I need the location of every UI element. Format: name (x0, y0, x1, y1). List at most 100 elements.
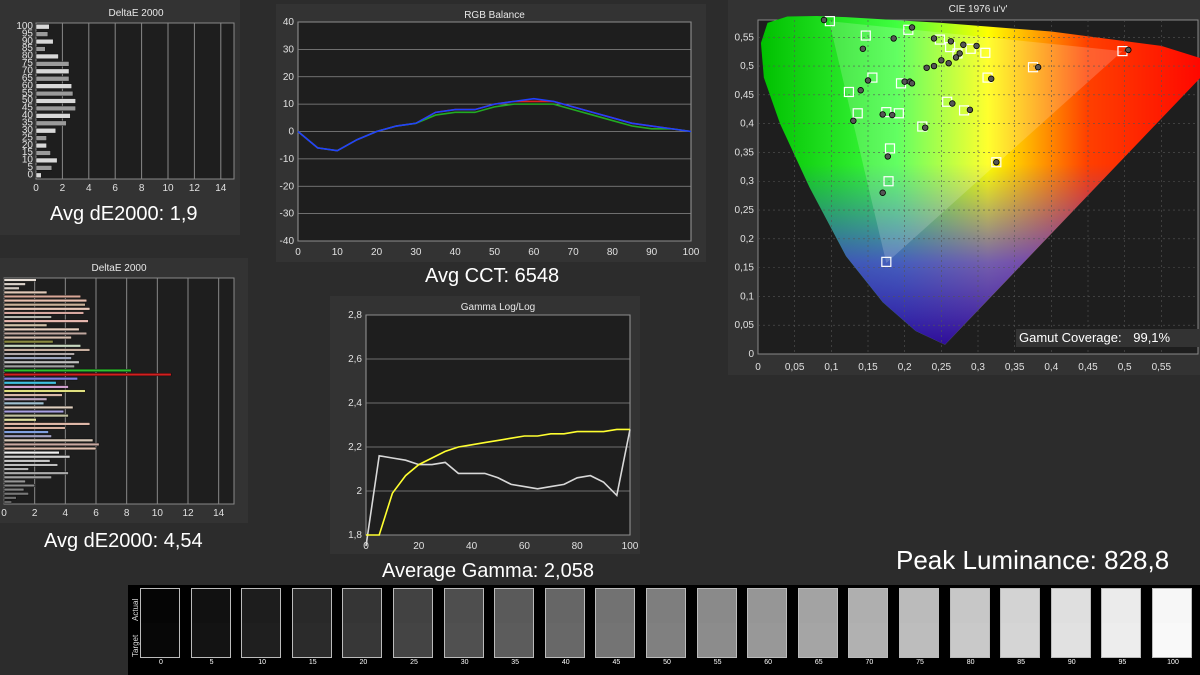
x-tick-label: 0,5 (1118, 362, 1132, 373)
de-bar (3, 294, 81, 299)
de-bar (3, 360, 80, 364)
x-tick-label: 0,1 (824, 362, 838, 373)
swatch-target (394, 623, 432, 657)
actual-marker (859, 45, 867, 52)
de-bar (3, 479, 26, 483)
actual-marker (908, 24, 916, 31)
y-tick-label: 10 (283, 99, 295, 110)
y-tick-label: 0,3 (740, 176, 754, 187)
swatch-target (950, 623, 989, 657)
swatch-box (595, 588, 636, 658)
target-marker (883, 176, 894, 187)
swatch-box (291, 588, 332, 658)
de-bar (3, 311, 84, 315)
actual-marker (879, 189, 886, 196)
de-bar (3, 356, 72, 360)
swatch-actual (748, 589, 787, 623)
x-tick-label: 0 (755, 362, 761, 373)
x-tick-label: 40 (466, 541, 478, 552)
strip-swatch: 65 (797, 588, 840, 666)
swatch-actual (849, 589, 888, 623)
de-bar (3, 500, 12, 504)
de-bar (35, 120, 67, 126)
actual-marker (930, 62, 938, 70)
actual-marker (1125, 46, 1132, 54)
de-bar (3, 368, 132, 372)
de-bar (35, 150, 51, 156)
y-tick-label: 35 (22, 118, 34, 129)
actual-marker (923, 64, 930, 71)
x-tick-label: 10 (332, 247, 344, 258)
de-bar (3, 442, 100, 446)
swatch-target (647, 623, 685, 657)
x-tick-label: 40 (450, 247, 462, 258)
actual-marker (889, 111, 896, 119)
de-bar (35, 135, 47, 141)
x-tick-label: 0,15 (858, 362, 878, 373)
x-tick-label: 10 (162, 183, 174, 194)
swatch-target (697, 623, 736, 657)
x-tick-label: 0 (1, 508, 7, 519)
swatch-actual (1102, 589, 1141, 623)
swatch-label: 60 (764, 659, 773, 666)
swatch-box (393, 588, 433, 658)
y-tick-label: 0 (27, 170, 33, 181)
actual-marker (850, 117, 857, 124)
y-tick-label: 60 (22, 80, 34, 91)
y-tick-label: 95 (22, 28, 34, 39)
y-tick-label: 2,4 (348, 398, 362, 409)
swatch-label: 35 (511, 659, 520, 666)
actual-marker (956, 50, 963, 57)
strip-swatch: 45 (595, 588, 637, 666)
swatch-target (1001, 623, 1040, 657)
de-bar (3, 405, 74, 409)
y-tick-label: 100 (16, 21, 33, 32)
de-bar (3, 492, 29, 496)
y-tick-label: -30 (280, 209, 295, 220)
x-tick-label: 0,3 (971, 362, 985, 373)
y-tick-label: 0 (288, 127, 294, 138)
swatch-target (900, 623, 938, 657)
swatch-label: 95 (1118, 659, 1127, 666)
de-bar (35, 31, 49, 37)
y-tick-label: 2,8 (348, 310, 362, 321)
de-bar (35, 76, 70, 82)
swatch-target (343, 623, 382, 657)
de-bar (3, 426, 66, 430)
y-tick-label: 2,6 (348, 354, 362, 365)
x-tick-label: 0 (295, 247, 301, 258)
swatch-target (1102, 623, 1141, 657)
colorchecker-de-summary: Avg dE2000: 4,54 (44, 530, 203, 552)
de-bar (3, 290, 48, 294)
x-tick-label: 20 (413, 541, 425, 552)
swatch-label: 85 (1017, 659, 1026, 666)
de-bar (3, 307, 91, 311)
x-tick-label: 0,2 (898, 362, 912, 373)
x-tick-label: 6 (93, 508, 99, 519)
swatch-target (596, 623, 635, 657)
cie-locus-shade (760, 15, 1200, 345)
y-tick-label: -10 (280, 154, 295, 165)
y-tick-label: 0,1 (740, 291, 754, 302)
swatch-label: 100 (1167, 659, 1179, 666)
swatch-actual (950, 589, 989, 623)
rgb-balance-title: RGB Balance (464, 10, 525, 21)
actual-marker (973, 42, 980, 50)
actual-marker (930, 35, 938, 42)
actual-marker (938, 57, 945, 64)
y-tick-label: 2 (356, 486, 362, 497)
swatch-actual (242, 589, 281, 623)
swatch-box (1101, 588, 1142, 658)
swatch-actual (545, 589, 584, 623)
y-tick-label: 5 (27, 162, 33, 173)
de-bar (3, 430, 49, 434)
x-tick-label: 60 (519, 541, 531, 552)
de-bar (35, 113, 71, 119)
de-bar (3, 393, 63, 397)
actual-marker (879, 111, 886, 118)
swatch-box (646, 588, 686, 658)
x-tick-label: 100 (622, 541, 639, 552)
colorchecker-de-title: DeltaE 2000 (91, 263, 147, 274)
grayscale-de-summary: Avg dE2000: 1,9 (50, 203, 198, 225)
